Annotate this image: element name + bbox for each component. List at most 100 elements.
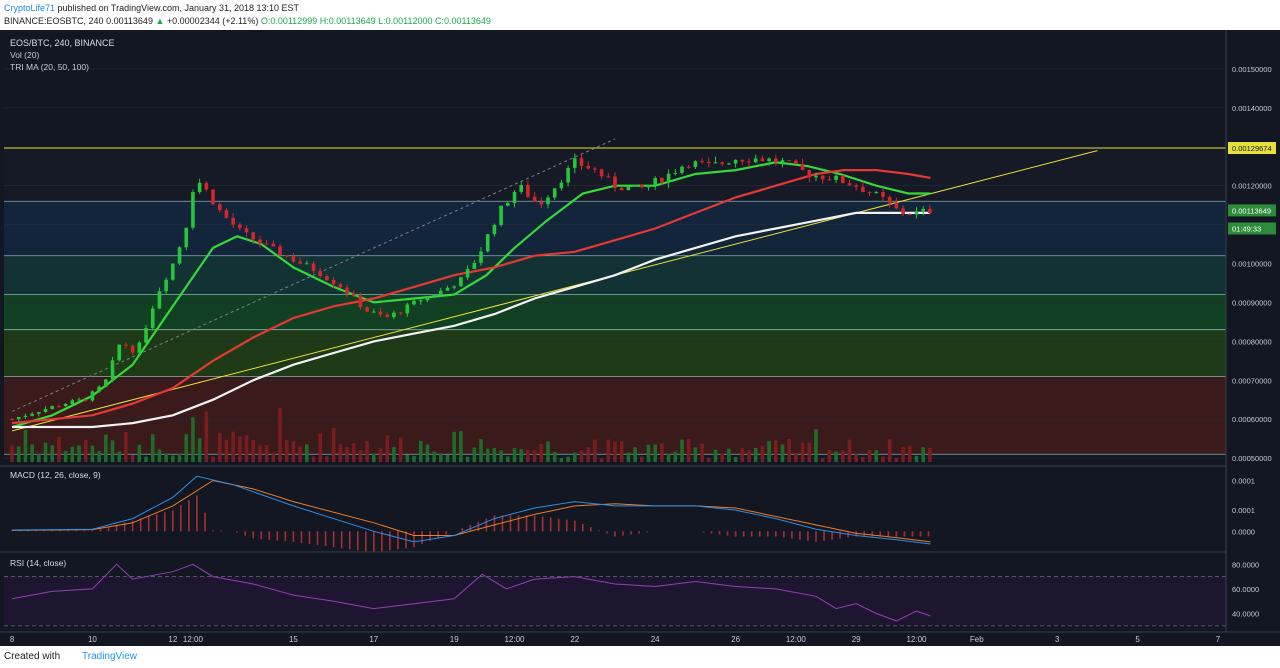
volume-bar xyxy=(244,435,249,462)
zone-band xyxy=(4,329,1226,377)
zone-band xyxy=(4,294,1226,330)
rsi-title: RSI (14, close) xyxy=(10,558,66,568)
volume-bar xyxy=(144,456,148,462)
volume-bar xyxy=(894,457,899,462)
candle-body xyxy=(713,162,718,164)
volume-bar xyxy=(50,445,55,462)
volume-bar xyxy=(338,444,343,462)
macd-axis-label: 0.0001 xyxy=(1232,476,1255,485)
candle-body xyxy=(526,185,530,197)
candle-body xyxy=(311,263,316,272)
candle-body xyxy=(305,263,309,265)
candle-body xyxy=(901,208,905,215)
volume-bar xyxy=(854,454,858,462)
rsi-axis-label: 40.0000 xyxy=(1232,610,1259,619)
rsi-band-fill xyxy=(4,576,1226,626)
volume-bar xyxy=(63,450,68,462)
candle-body xyxy=(43,409,48,413)
volume-bar xyxy=(104,434,108,462)
volume-bar xyxy=(264,444,269,462)
volume-bar xyxy=(365,440,369,462)
rsi-line xyxy=(11,563,931,622)
candle-body xyxy=(666,173,671,183)
candle-body xyxy=(338,284,343,288)
candle-body xyxy=(358,295,363,308)
macd-axis-label: 0.0001 xyxy=(1232,506,1255,515)
time-axis-label: 12:00 xyxy=(906,635,927,644)
author-link[interactable]: CryptoLife71 xyxy=(4,3,56,13)
volume-bar xyxy=(378,448,383,462)
candle-body xyxy=(921,208,925,212)
candle-body xyxy=(593,168,597,170)
macd-axis-label: 0.0000 xyxy=(1232,527,1255,536)
candle-body xyxy=(753,158,758,163)
volume-bar xyxy=(124,431,128,462)
time-axis-label: 10 xyxy=(88,635,97,644)
rsi-pane xyxy=(0,551,1280,627)
volume-bar xyxy=(130,454,135,462)
volume-bar xyxy=(318,433,323,462)
candle-body xyxy=(124,344,128,346)
candle-body xyxy=(867,191,872,193)
candle-body xyxy=(104,379,108,387)
publish-line: CryptoLife71 published on TradingView.co… xyxy=(4,3,299,13)
tradingview-logo-link[interactable]: TradingView xyxy=(82,651,138,662)
symbol-label: BINANCE:EOSBTC, 240 xyxy=(4,16,104,26)
candle-body xyxy=(412,300,416,305)
candle-body xyxy=(432,295,436,297)
volume-bar xyxy=(653,444,657,462)
price-axis-background xyxy=(1226,30,1280,646)
volume-bar xyxy=(10,445,14,462)
volume-bar xyxy=(224,439,229,462)
candle-body xyxy=(820,175,825,180)
volume-bar xyxy=(733,457,738,462)
volume-bar xyxy=(747,450,751,462)
candle-body xyxy=(733,159,738,164)
candle-body xyxy=(773,158,778,163)
candle-body xyxy=(619,187,624,191)
candle-body xyxy=(318,271,323,277)
candle-body xyxy=(794,160,798,164)
macd-line xyxy=(11,475,931,545)
volume-bar xyxy=(706,457,711,462)
candle-body xyxy=(646,185,651,188)
volume-bars xyxy=(10,407,932,462)
volume-bar xyxy=(666,453,671,462)
volume-bar xyxy=(459,430,463,462)
candle-body xyxy=(211,189,215,205)
macd-background xyxy=(0,466,1226,550)
volume-bar xyxy=(800,442,805,462)
volume-bar xyxy=(579,450,584,462)
price-axis-label: 0.00140000 xyxy=(1232,104,1272,113)
candle-body xyxy=(425,296,430,301)
candle-body xyxy=(244,228,249,233)
volume-bar xyxy=(633,447,637,462)
candle-body xyxy=(485,234,490,252)
candle-body xyxy=(814,175,818,178)
candle-body xyxy=(787,160,791,162)
candle-body xyxy=(284,255,289,257)
time-axis-label: 3 xyxy=(1055,635,1060,644)
candle-body xyxy=(398,312,403,314)
candle-body xyxy=(546,197,550,205)
volume-bar xyxy=(901,447,905,462)
candle-body xyxy=(77,399,81,401)
candle-body xyxy=(251,232,256,240)
volume-bar xyxy=(23,429,28,462)
candle-body xyxy=(157,291,162,309)
candle-body xyxy=(258,239,262,244)
candle-body xyxy=(97,386,101,392)
volume-bar xyxy=(57,436,61,462)
candle-body xyxy=(351,293,356,296)
price-label-badge xyxy=(1228,142,1276,155)
candle-body xyxy=(760,158,765,162)
candle-body xyxy=(117,344,122,361)
chart-canvas[interactable]: 0.00150000 0.00140000 0.00129674 0.00120000… xyxy=(0,30,1280,646)
publish-text: published on TradingView.com, January 31… xyxy=(57,3,300,13)
volume-bar xyxy=(827,449,832,462)
volume-bar xyxy=(305,444,309,462)
volume-bar xyxy=(686,438,691,462)
volume-bar xyxy=(278,407,282,462)
volume-bar xyxy=(619,441,624,462)
candle-body xyxy=(439,290,443,296)
